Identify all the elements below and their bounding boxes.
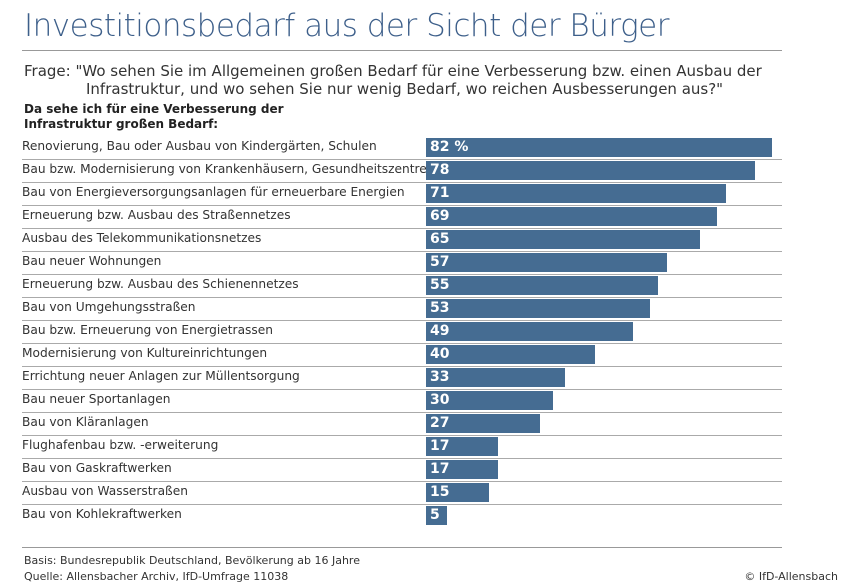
data-label: 71: [430, 185, 450, 201]
category-label: Ausbau des Telekommunikationsnetzes: [22, 231, 262, 245]
row-separator: [22, 251, 782, 252]
bar: [426, 184, 726, 203]
bar: [426, 299, 650, 318]
row-separator: [22, 182, 782, 183]
data-label: 15: [430, 484, 450, 500]
row-separator: [22, 389, 782, 390]
question-line-1: Frage: "Wo sehen Sie im Allgemeinen groß…: [24, 62, 762, 80]
row-separator: [22, 412, 782, 413]
row-separator: [22, 366, 782, 367]
category-label: Bau von Kläranlagen: [22, 415, 149, 429]
category-label: Errichtung neuer Anlagen zur Müllentsorg…: [22, 369, 300, 383]
row-separator: [22, 320, 782, 321]
data-label: 33: [430, 369, 450, 385]
row-separator: [22, 274, 782, 275]
category-label: Bau von Kohlekraftwerken: [22, 507, 182, 521]
bar: [426, 161, 756, 180]
row-separator: [22, 435, 782, 436]
data-label: 53: [430, 300, 450, 316]
category-label: Renovierung, Bau oder Ausbau von Kinderg…: [22, 139, 377, 153]
category-label: Bau von Gaskraftwerken: [22, 461, 172, 475]
bar: [426, 138, 772, 157]
category-label: Flughafenbau bzw. -erweiterung: [22, 438, 219, 452]
data-label: 30: [430, 392, 450, 408]
bar: [426, 391, 553, 410]
bar: [426, 207, 718, 226]
chart-subtitle: Da sehe ich für eine Verbesserung der In…: [24, 102, 284, 131]
bar: [426, 414, 540, 433]
category-label: Erneuerung bzw. Ausbau des Schienennetze…: [22, 277, 299, 291]
chart-title: Investitionsbedarf aus der Sicht der Bür…: [24, 8, 670, 44]
row-separator: [22, 205, 782, 206]
category-label: Bau bzw. Erneuerung von Energietrassen: [22, 323, 273, 337]
title-divider: [22, 50, 782, 51]
footer-basis: Basis: Bundesrepublik Deutschland, Bevöl…: [24, 554, 360, 567]
category-label: Bau neuer Wohnungen: [22, 254, 162, 268]
data-label: 49: [430, 323, 450, 339]
bar: [426, 483, 490, 502]
bar: [426, 322, 633, 341]
row-separator: [22, 458, 782, 459]
data-label: 65: [430, 231, 450, 247]
footer-divider: [22, 547, 782, 548]
category-label: Bau neuer Sportanlagen: [22, 392, 171, 406]
row-separator: [22, 228, 782, 229]
row-separator: [22, 297, 782, 298]
bar: [426, 345, 595, 364]
category-label: Bau von Energieversorgungsanlagen für er…: [22, 185, 405, 199]
footer-source: Quelle: Allensbacher Archiv, IfD-Umfrage…: [24, 570, 289, 583]
category-label: Modernisierung von Kultureinrichtungen: [22, 346, 268, 360]
data-label: 17: [430, 461, 450, 477]
bar: [426, 368, 566, 387]
category-label: Bau bzw. Modernisierung von Krankenhäuse…: [22, 162, 435, 176]
category-label: Bau von Umgehungsstraßen: [22, 300, 196, 314]
bar: [426, 437, 498, 456]
bar: [426, 253, 667, 272]
bar: [426, 506, 448, 525]
row-separator: [22, 504, 782, 505]
data-label: 69: [430, 208, 450, 224]
row-separator: [22, 481, 782, 482]
data-label: 55: [430, 277, 450, 293]
data-label: 17: [430, 438, 450, 454]
category-label: Ausbau von Wasserstraßen: [22, 484, 188, 498]
data-label: 57: [430, 254, 450, 270]
data-label: 5: [430, 507, 440, 523]
row-separator: [22, 343, 782, 344]
data-label: 27: [430, 415, 450, 431]
data-label: 78: [430, 162, 450, 178]
data-label: 82 %: [430, 139, 469, 155]
question-line-2: Infrastruktur, und wo sehen Sie nur weni…: [86, 80, 724, 98]
bar: [426, 230, 701, 249]
data-label: 40: [430, 346, 450, 362]
category-label: Erneuerung bzw. Ausbau des Straßennetzes: [22, 208, 291, 222]
bar: [426, 460, 498, 479]
bar: [426, 276, 659, 295]
footer-copyright: © IfD-Allensbach: [744, 570, 838, 583]
row-separator: [22, 159, 782, 160]
